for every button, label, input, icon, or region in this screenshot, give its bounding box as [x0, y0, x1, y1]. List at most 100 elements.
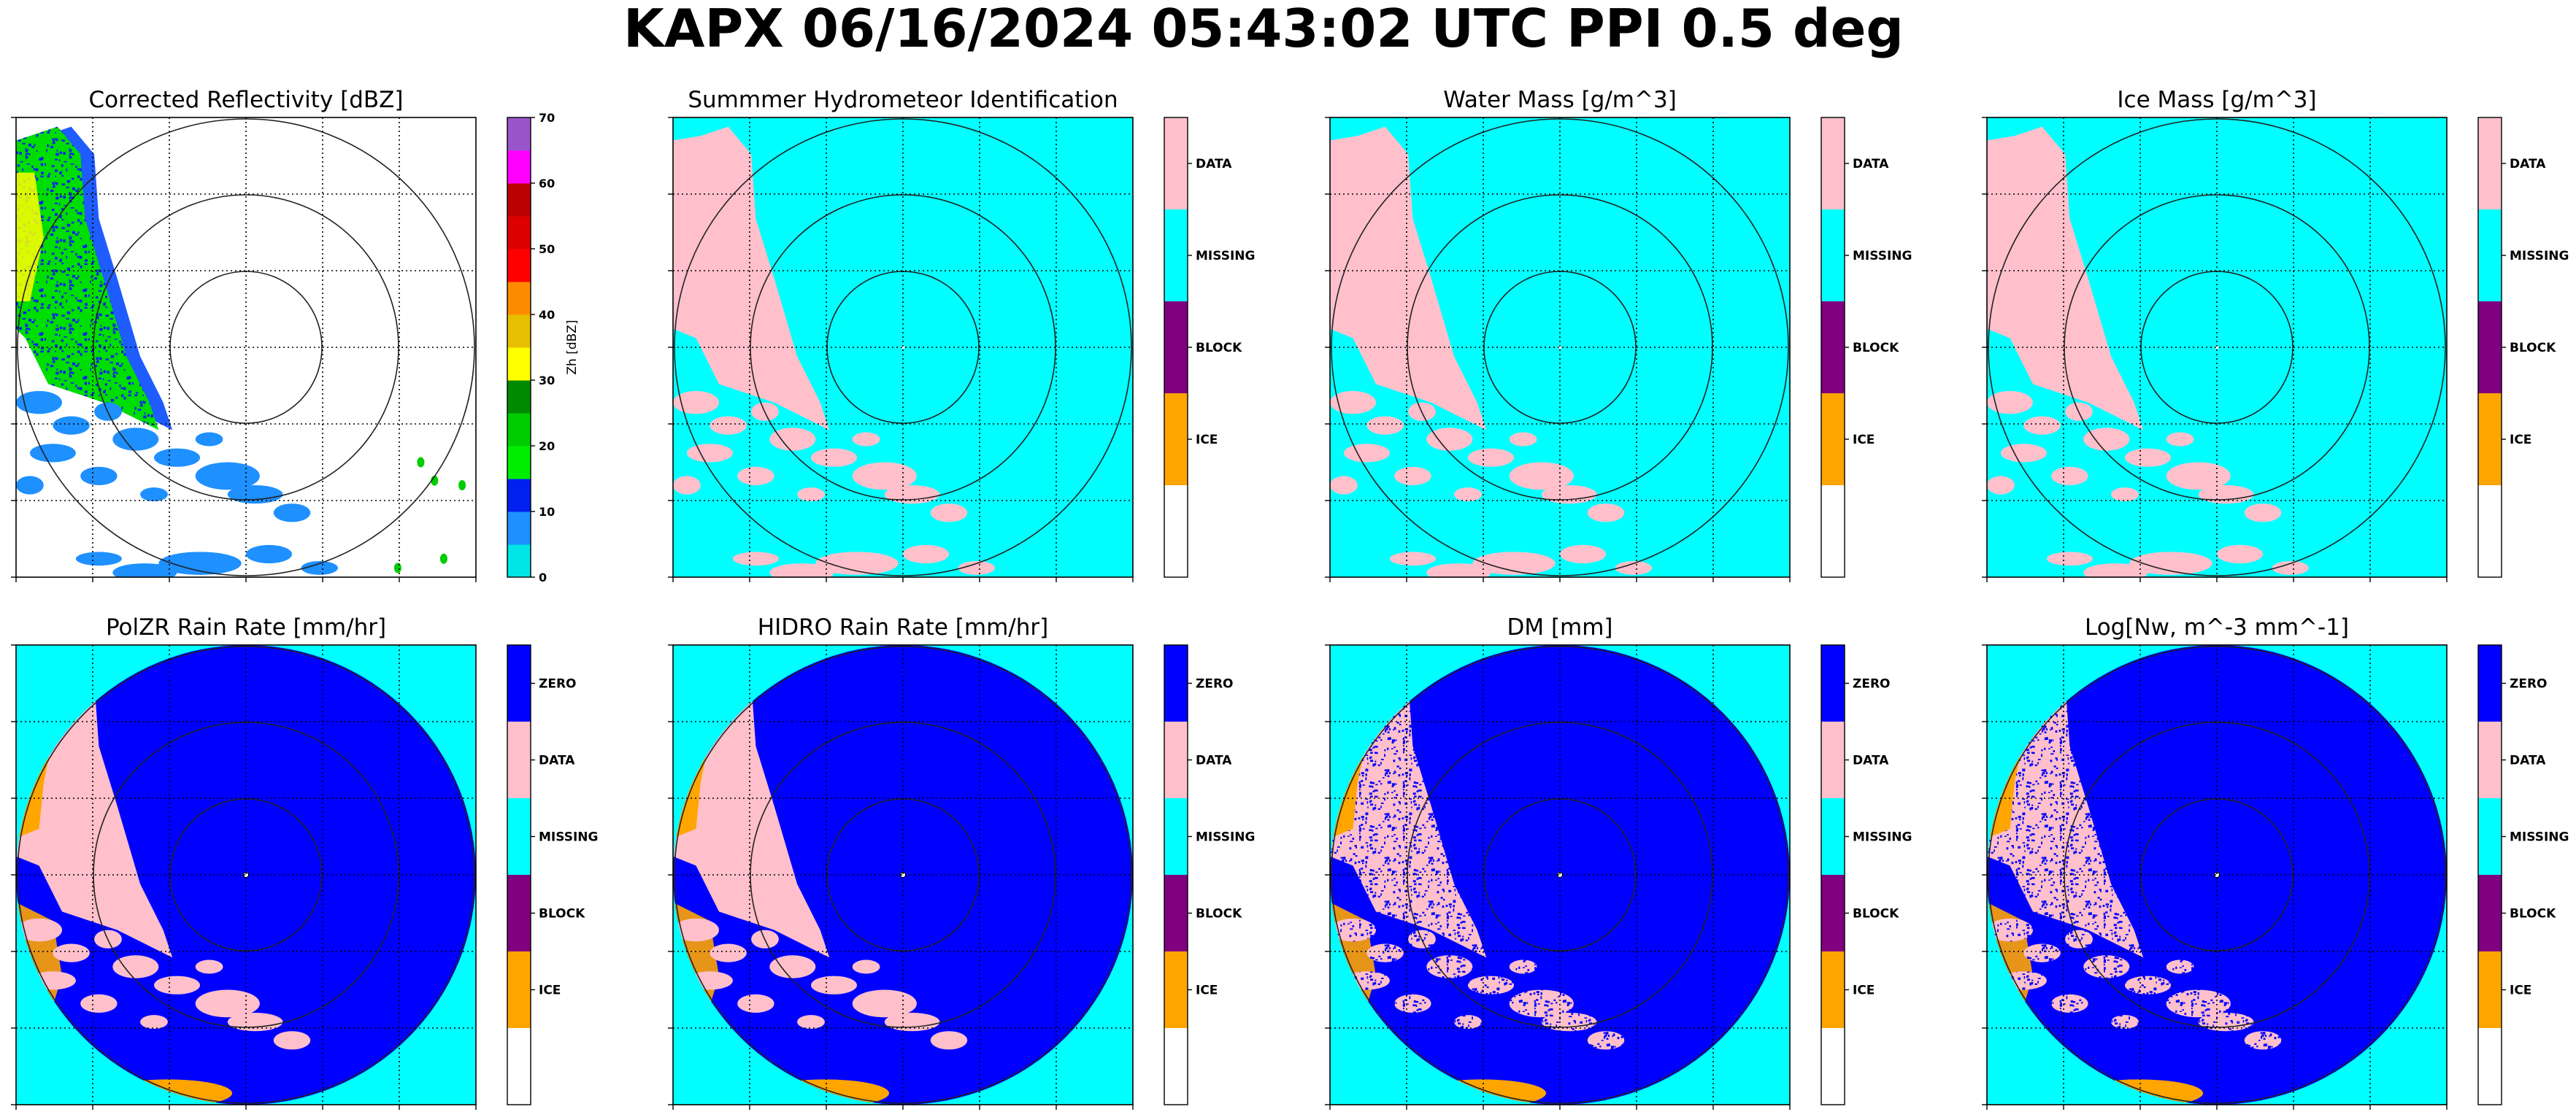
grid-lines	[668, 117, 1134, 582]
colorbar-segment	[507, 183, 531, 217]
colorbar-segment	[1164, 798, 1188, 876]
colorbar-segment	[1821, 875, 1845, 952]
colorbar: ZERO DATA MISSING BLOCK ICE	[1820, 644, 1912, 1105]
colorbar-category-label: ICE	[1196, 433, 1218, 447]
colorbar-category-label: BLOCK	[2510, 907, 2556, 922]
colorbar-segment	[2478, 1028, 2502, 1105]
axes-frame	[1986, 644, 2448, 1105]
colorbar-segment	[507, 117, 531, 151]
colorbar: DATA MISSING BLOCK ICE	[2477, 117, 2569, 578]
colorbar-segment	[507, 798, 531, 876]
colorbar: DATA MISSING BLOCK ICE	[1820, 117, 1912, 578]
radar-panel: DM [mm] ZERO DATA MISSING BLOCK ICE	[1325, 614, 1912, 1110]
colorbar-tick-label: 10	[539, 505, 555, 519]
colorbar-segment	[2478, 393, 2502, 486]
colorbar-segment	[507, 347, 531, 381]
grid-lines	[11, 644, 477, 1110]
colorbar: ZERO DATA MISSING BLOCK ICE	[1164, 644, 1255, 1105]
colorbar-segment	[1821, 1028, 1845, 1105]
colorbar-tick-label: 40	[539, 308, 555, 322]
figure-title: KAPX 06/16/2024 05:43:02 UTC PPI 0.5 deg	[623, 0, 1904, 59]
axes-frame	[1329, 117, 1791, 578]
axes-frame	[15, 117, 477, 578]
colorbar-segment	[1821, 951, 1845, 1029]
grid-lines	[1982, 644, 2448, 1110]
colorbar-segment	[1164, 209, 1188, 302]
colorbar-segment	[507, 413, 531, 447]
panel-title: DM [mm]	[1507, 614, 1612, 641]
colorbar: DATA MISSING BLOCK ICE	[1164, 117, 1255, 578]
colorbar-category-label: ICE	[1853, 433, 1875, 447]
axes-frame	[1986, 117, 2448, 578]
colorbar-segment	[507, 479, 531, 512]
colorbar-category-label: ZERO	[1196, 677, 1233, 692]
colorbar-segment	[507, 150, 531, 184]
panel-title: Water Mass [g/m^3]	[1443, 87, 1677, 113]
axes-frame	[672, 644, 1134, 1105]
colorbar-segment	[507, 446, 531, 479]
colorbar-category-label: DATA	[1853, 157, 1889, 171]
colorbar-segment	[507, 511, 531, 545]
colorbar-category-label: MISSING	[539, 830, 598, 845]
colorbar-segment	[507, 722, 531, 799]
colorbar-segment	[2478, 722, 2502, 799]
colorbar-label: Zh [dBZ]	[565, 320, 580, 374]
grid-lines	[1325, 644, 1791, 1110]
colorbar-category-label: MISSING	[1196, 830, 1255, 845]
colorbar-segment	[507, 314, 531, 348]
colorbar-segment	[1821, 209, 1845, 302]
colorbar-category-label: DATA	[2510, 754, 2546, 768]
colorbar-segment	[2478, 209, 2502, 302]
axes-frame	[1329, 644, 1791, 1105]
colorbar-segment	[1164, 1028, 1188, 1105]
colorbar-segment	[507, 282, 531, 315]
colorbar-segment	[507, 544, 531, 578]
colorbar-segment	[507, 380, 531, 414]
colorbar-segment	[1164, 875, 1188, 952]
colorbar-category-label: DATA	[1196, 754, 1232, 768]
grid-lines	[1325, 117, 1791, 582]
grid-lines	[668, 644, 1134, 1110]
colorbar-segment	[1821, 393, 1845, 486]
colorbar-category-label: ICE	[539, 984, 561, 998]
colorbar-category-label: BLOCK	[1196, 341, 1242, 355]
panel-title: Corrected Reflectivity [dBZ]	[88, 87, 403, 113]
colorbar-segment	[1821, 485, 1845, 578]
colorbar-category-label: ICE	[2510, 984, 2531, 998]
colorbar-segment	[1821, 722, 1845, 799]
radar-panel: Log[Nw, m^-3 mm^-1] ZERO DATA MISSING BLOCK I…	[1982, 614, 2569, 1110]
radar-panel: Ice Mass [g/m^3] DATA MISSING BLOCK ICE	[1982, 87, 2569, 582]
colorbar-category-label: ICE	[1196, 984, 1218, 998]
colorbar-segment	[2478, 301, 2502, 394]
panel-title: Ice Mass [g/m^3]	[2117, 87, 2316, 113]
colorbar-category-label: ICE	[1853, 984, 1875, 998]
colorbar-segment	[1164, 722, 1188, 799]
colorbar-category-label: MISSING	[1196, 249, 1255, 263]
radar-panel: Water Mass [g/m^3] DATA MISSING BLOCK ICE	[1325, 87, 1912, 582]
colorbar-segment	[1164, 117, 1188, 210]
colorbar: ZERO DATA MISSING BLOCK ICE	[2477, 644, 2569, 1105]
colorbar-segment	[1821, 798, 1845, 876]
colorbar-category-label: BLOCK	[539, 907, 585, 922]
colorbar-segment	[507, 951, 531, 1029]
grid-lines	[11, 117, 477, 582]
colorbar-category-label: BLOCK	[1853, 907, 1899, 922]
colorbar-category-label: ICE	[2510, 433, 2531, 447]
colorbar-segment	[507, 875, 531, 952]
colorbar-segment	[1164, 301, 1188, 394]
colorbar-category-label: DATA	[2510, 157, 2546, 171]
panel-title: Log[Nw, m^-3 mm^-1]	[2085, 614, 2349, 641]
colorbar-segment	[507, 1028, 531, 1105]
colorbar-segment	[2478, 117, 2502, 210]
colorbar-category-label: DATA	[539, 754, 575, 768]
colorbar-segment	[2478, 485, 2502, 578]
colorbar-category-label: ZERO	[539, 677, 576, 692]
colorbar-segment	[2478, 951, 2502, 1029]
radar-panel: Corrected Reflectivity [dBZ] 0 10 20 30 40 50 6…	[11, 87, 580, 584]
colorbar-tick-label: 50	[539, 242, 555, 256]
radar-panel: PolZR Rain Rate [mm/hr] ZERO DATA MISSING BL…	[11, 614, 598, 1110]
colorbar-tick-label: 60	[539, 177, 555, 190]
radar-panel: Summmer Hydrometeor Identification DATA MI…	[668, 87, 1255, 582]
colorbar-segment	[1164, 485, 1188, 578]
